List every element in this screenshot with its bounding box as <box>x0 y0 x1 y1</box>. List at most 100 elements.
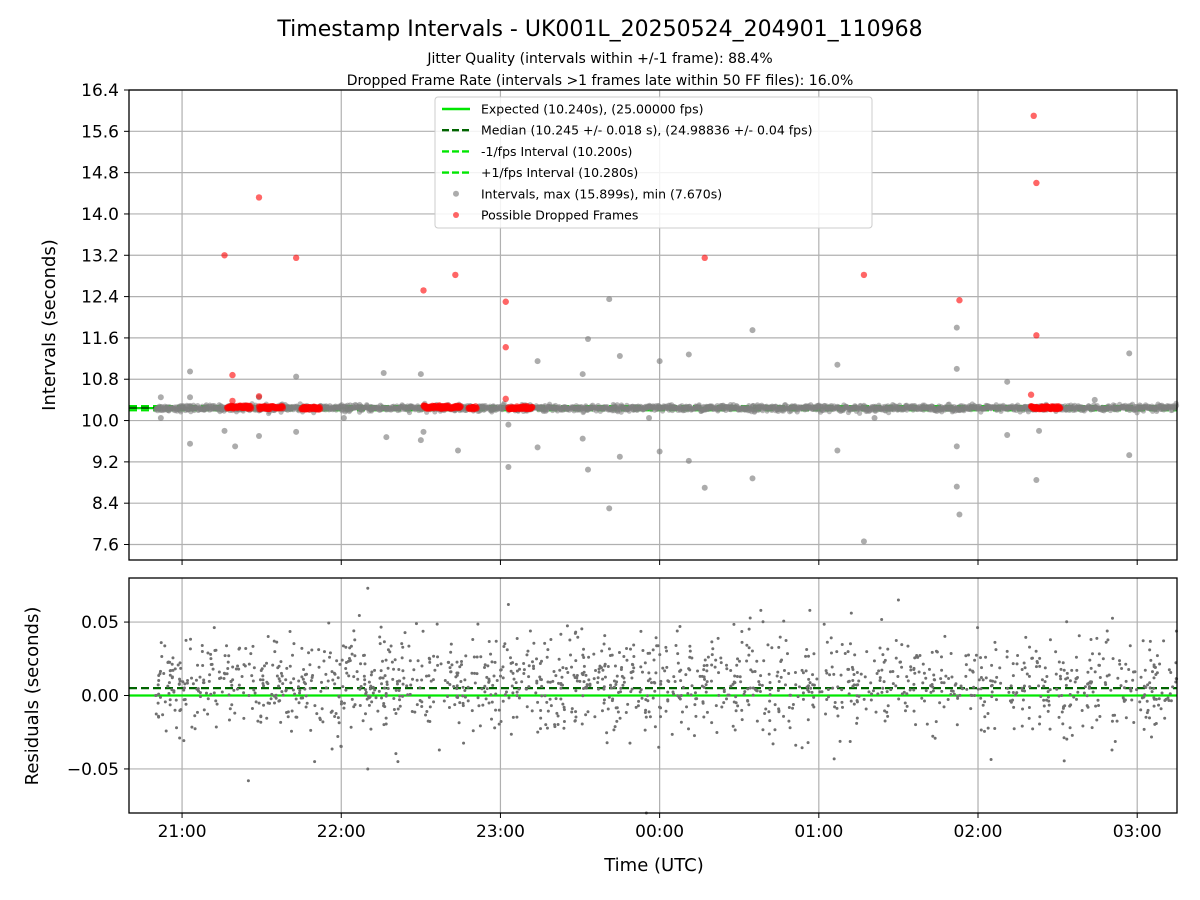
dropped-frame-point <box>247 405 255 412</box>
residual-point <box>398 698 402 702</box>
legend-marker <box>453 212 459 218</box>
residual-point <box>740 640 744 644</box>
residual-point <box>764 707 768 711</box>
residual-point <box>959 684 963 688</box>
residual-point <box>833 701 837 705</box>
residual-point <box>311 673 315 677</box>
residual-point <box>1020 686 1024 690</box>
residual-point <box>801 671 805 675</box>
residual-point <box>818 690 822 694</box>
residual-point <box>1157 697 1161 701</box>
residual-point <box>518 667 522 671</box>
residual-point <box>932 678 936 682</box>
residual-point <box>857 679 861 683</box>
residual-point <box>609 686 613 690</box>
residual-point <box>773 728 777 732</box>
residual-point <box>380 659 384 663</box>
residual-point <box>801 697 805 701</box>
residual-point <box>878 678 882 682</box>
residual-point <box>796 695 800 699</box>
residual-point <box>415 678 419 682</box>
residual-point <box>939 655 943 659</box>
residual-point <box>964 674 968 678</box>
residual-point <box>310 648 314 652</box>
residual-point <box>832 672 836 676</box>
residual-point <box>1087 686 1091 690</box>
residual-point <box>855 716 859 720</box>
residual-point <box>457 721 461 725</box>
residual-point <box>288 630 292 634</box>
residual-point <box>193 727 197 731</box>
residual-point <box>825 640 829 644</box>
residual-point <box>473 671 477 675</box>
residual-point <box>1074 655 1078 659</box>
residual-point <box>729 684 733 688</box>
residual-point <box>794 743 798 747</box>
residual-point <box>600 709 604 713</box>
residual-point <box>622 680 626 684</box>
residual-point <box>207 679 211 683</box>
residual-point <box>383 686 387 690</box>
residual-point <box>969 707 973 711</box>
residual-point <box>770 646 774 650</box>
interval-point <box>956 511 963 518</box>
residual-point <box>303 673 307 677</box>
residual-point <box>195 710 199 714</box>
residual-point <box>736 704 740 708</box>
residual-point <box>269 697 273 701</box>
residual-point <box>912 709 916 713</box>
residual-point <box>632 666 636 670</box>
residual-point <box>746 687 750 691</box>
residual-point <box>526 649 530 653</box>
residual-point <box>231 665 235 669</box>
residual-point <box>955 723 959 727</box>
residual-point <box>244 646 248 650</box>
residual-point <box>924 689 928 693</box>
residual-point <box>364 688 368 692</box>
residual-point <box>956 696 960 700</box>
residual-point <box>483 663 487 667</box>
residual-point <box>361 654 365 658</box>
legend-label: Intervals, max (15.899s), min (7.670s) <box>481 186 722 201</box>
residual-point <box>525 653 529 657</box>
residual-point <box>515 690 519 694</box>
residual-point <box>933 736 937 740</box>
residual-point <box>903 709 907 713</box>
residual-point <box>318 718 322 722</box>
residual-point <box>1089 638 1093 642</box>
residual-point <box>515 694 519 698</box>
interval-point <box>505 464 512 471</box>
residual-point <box>574 630 578 634</box>
residual-point <box>170 675 174 679</box>
residual-point <box>393 658 397 662</box>
residual-point <box>514 662 518 666</box>
interval-point <box>616 352 623 359</box>
residual-point <box>300 675 304 679</box>
residual-point <box>597 670 601 674</box>
residual-point <box>548 680 552 684</box>
residual-point <box>449 670 453 674</box>
residual-point <box>369 673 373 677</box>
residual-point <box>157 715 161 719</box>
residual-point <box>1141 639 1145 643</box>
residual-point <box>1110 616 1114 620</box>
residual-point <box>787 672 791 676</box>
dropped-frame-point <box>1030 112 1037 120</box>
residual-point <box>972 685 976 689</box>
residual-point <box>185 681 189 685</box>
residual-point <box>840 688 844 692</box>
residual-point <box>307 651 311 655</box>
residual-point <box>782 619 786 623</box>
residual-point <box>908 688 912 692</box>
residual-point <box>189 637 193 641</box>
residual-point <box>1075 697 1079 701</box>
residual-point <box>416 659 420 663</box>
interval-point <box>256 433 263 440</box>
residual-point <box>746 699 750 703</box>
residual-point <box>528 629 532 633</box>
residual-point <box>969 693 973 697</box>
residual-point <box>1020 724 1024 728</box>
residual-point <box>1060 710 1064 714</box>
residual-point <box>428 705 432 709</box>
residual-point <box>334 712 338 716</box>
